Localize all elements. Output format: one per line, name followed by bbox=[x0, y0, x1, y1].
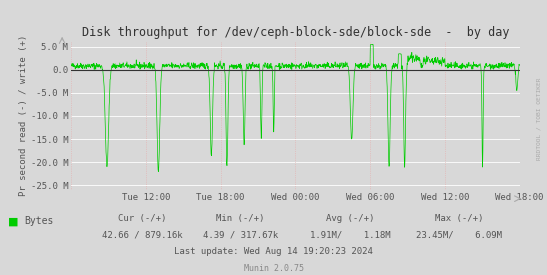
Text: 42.66 / 879.16k: 42.66 / 879.16k bbox=[102, 231, 183, 240]
Text: Cur (-/+): Cur (-/+) bbox=[118, 214, 166, 223]
Text: 1.91M/    1.18M: 1.91M/ 1.18M bbox=[310, 231, 391, 240]
Text: RRDTOOL / TOBI OETIKER: RRDTOOL / TOBI OETIKER bbox=[536, 77, 542, 160]
Text: Munin 2.0.75: Munin 2.0.75 bbox=[243, 264, 304, 273]
Y-axis label: Pr second read (-) / write (+): Pr second read (-) / write (+) bbox=[19, 35, 28, 196]
Text: ■: ■ bbox=[8, 216, 19, 226]
Title: Disk throughput for /dev/ceph-block-sde/block-sde  -  by day: Disk throughput for /dev/ceph-block-sde/… bbox=[82, 26, 509, 39]
Text: Min (-/+): Min (-/+) bbox=[217, 214, 265, 223]
Text: Bytes: Bytes bbox=[25, 216, 54, 226]
Text: Avg (-/+): Avg (-/+) bbox=[326, 214, 374, 223]
Text: Max (-/+): Max (-/+) bbox=[435, 214, 484, 223]
Text: Last update: Wed Aug 14 19:20:23 2024: Last update: Wed Aug 14 19:20:23 2024 bbox=[174, 247, 373, 256]
Text: 23.45M/    6.09M: 23.45M/ 6.09M bbox=[416, 231, 503, 240]
Text: 4.39 / 317.67k: 4.39 / 317.67k bbox=[203, 231, 278, 240]
